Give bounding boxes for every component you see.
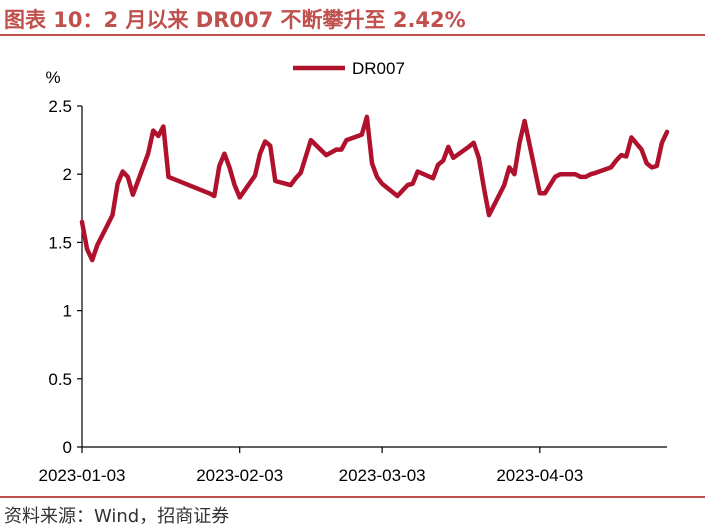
y-tick-label: 2 <box>63 165 72 184</box>
y-tick-label: 0.5 <box>48 370 72 389</box>
title-bar: 图表 10：2 月以来 DR007 不断攀升至 2.42% <box>0 0 705 36</box>
x-axis: 2023-01-03 2023-02-03 2023-03-03 2023-04-03 <box>39 446 667 485</box>
legend: DR007 <box>293 59 405 78</box>
source-note: 资料来源：Wind，招商证券 <box>4 506 230 527</box>
x-tick-label: 2023-03-03 <box>339 466 426 485</box>
series-line-dr007 <box>79 114 670 263</box>
x-tick-label: 2023-04-03 <box>496 466 583 485</box>
y-axis: 0 0.5 1 1.5 2 2.5% <box>45 68 83 457</box>
y-axis-label: % <box>45 68 60 87</box>
line-chart: 00.511.522.5% 2023-01-03 2023-02-03 2023-0… <box>39 59 670 485</box>
y-tick-label: 1 <box>63 302 72 321</box>
legend-label: DR007 <box>352 59 405 78</box>
x-tick-label: 2023-02-03 <box>196 466 283 485</box>
y-tick-label: 0 <box>63 438 72 457</box>
series-layer <box>79 114 670 263</box>
y-tick-label: 1.5 <box>48 233 72 252</box>
y-tick-label: 2.5 <box>48 97 72 116</box>
x-tick-label: 2023-01-03 <box>39 466 126 485</box>
chart-title: 图表 10：2 月以来 DR007 不断攀升至 2.42% <box>4 8 466 32</box>
footer: 资料来源：Wind，招商证券 <box>0 496 705 527</box>
